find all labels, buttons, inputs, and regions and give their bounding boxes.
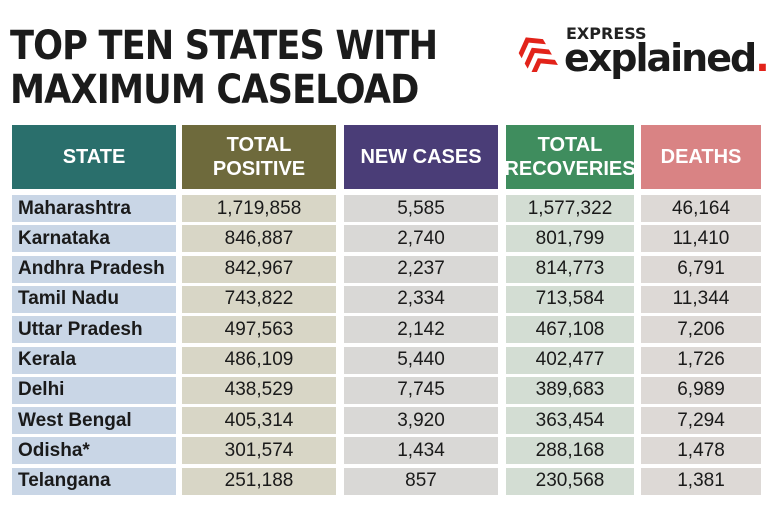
header-total-positive: TOTAL POSITIVE	[182, 125, 336, 189]
header-label-total-positive: TOTAL POSITIVE	[212, 134, 306, 180]
cell-state: Kerala	[12, 346, 176, 374]
cell-total-positive: 743,822	[182, 285, 336, 313]
cell-new-cases: 2,334	[344, 285, 498, 313]
cell-total-recoveries: 467,108	[506, 316, 634, 344]
express-logo-mark-icon	[518, 37, 558, 72]
cell-state: Karnataka	[12, 225, 176, 253]
cell-deaths: 1,381	[641, 467, 761, 495]
cell-deaths: 1,478	[641, 437, 761, 465]
cell-total-recoveries: 363,454	[506, 407, 634, 435]
cell-total-positive: 438,529	[182, 376, 336, 404]
cell-new-cases: 857	[344, 467, 498, 495]
cell-total-recoveries: 389,683	[506, 376, 634, 404]
cell-state: Delhi	[12, 376, 176, 404]
page-title: TOP TEN STATES WITH MAXIMUM CASELOAD	[10, 23, 438, 113]
cell-new-cases: 3,920	[344, 407, 498, 435]
cell-total-positive: 486,109	[182, 346, 336, 374]
header-new-cases: NEW CASES	[344, 125, 498, 189]
cell-new-cases: 5,585	[344, 195, 498, 222]
cell-total-positive: 497,563	[182, 316, 336, 344]
cell-state: Andhra Pradesh	[12, 255, 176, 283]
logo-dot: .	[755, 36, 768, 80]
logo-express-text: EXPRESS	[566, 24, 647, 43]
title-line-2: MAXIMUM CASELOAD	[10, 67, 419, 113]
cell-deaths: 1,726	[641, 346, 761, 374]
header-total-recoveries: TOTAL RECOVERIES	[504, 125, 636, 189]
logo-explained-text: explained.	[564, 36, 768, 80]
header-label-total-recoveries: TOTAL RECOVERIES	[504, 134, 636, 180]
cell-total-recoveries: 288,168	[506, 437, 634, 465]
cell-deaths: 6,791	[641, 255, 761, 283]
header-label-new-cases: NEW CASES	[360, 146, 482, 168]
cell-total-recoveries: 814,773	[506, 255, 634, 283]
cell-deaths: 11,410	[641, 225, 761, 253]
express-explained-logo: EXPRESS explained.	[518, 24, 768, 80]
cell-deaths: 11,344	[641, 285, 761, 313]
cell-total-recoveries: 402,477	[506, 346, 634, 374]
cell-total-positive: 1,719,858	[182, 195, 336, 222]
cell-state: Telangana	[12, 467, 176, 495]
cell-state: Maharashtra	[12, 195, 176, 222]
cell-total-positive: 842,967	[182, 255, 336, 283]
cell-new-cases: 2,740	[344, 225, 498, 253]
cell-deaths: 6,989	[641, 376, 761, 404]
cell-state: West Bengal	[12, 407, 176, 435]
logo-chevron	[524, 47, 552, 69]
header-state: STATE	[12, 125, 176, 189]
cell-total-positive: 251,188	[182, 467, 336, 495]
cell-state: Uttar Pradesh	[12, 316, 176, 344]
cell-new-cases: 5,440	[344, 346, 498, 374]
header-label-state: STATE	[62, 146, 126, 168]
cell-total-recoveries: 713,584	[506, 285, 634, 313]
cell-new-cases: 2,237	[344, 255, 498, 283]
cell-total-positive: 405,314	[182, 407, 336, 435]
cell-total-positive: 301,574	[182, 437, 336, 465]
cell-new-cases: 7,745	[344, 376, 498, 404]
cell-deaths: 7,294	[641, 407, 761, 435]
cell-deaths: 7,206	[641, 316, 761, 344]
cell-state: Tamil Nadu	[12, 285, 176, 313]
cell-deaths: 46,164	[641, 195, 761, 222]
cell-total-recoveries: 1,577,322	[506, 195, 634, 222]
header-deaths: DEATHS	[641, 125, 761, 189]
logo-chevron	[518, 37, 546, 59]
cell-total-recoveries: 801,799	[506, 225, 634, 253]
cell-total-recoveries: 230,568	[506, 467, 634, 495]
logo-chevron	[530, 58, 558, 72]
title-line-1: TOP TEN STATES WITH	[10, 23, 438, 69]
cell-total-positive: 846,887	[182, 225, 336, 253]
cell-new-cases: 2,142	[344, 316, 498, 344]
header-label-deaths: DEATHS	[660, 146, 742, 168]
cell-new-cases: 1,434	[344, 437, 498, 465]
cell-state: Odisha*	[12, 437, 176, 465]
